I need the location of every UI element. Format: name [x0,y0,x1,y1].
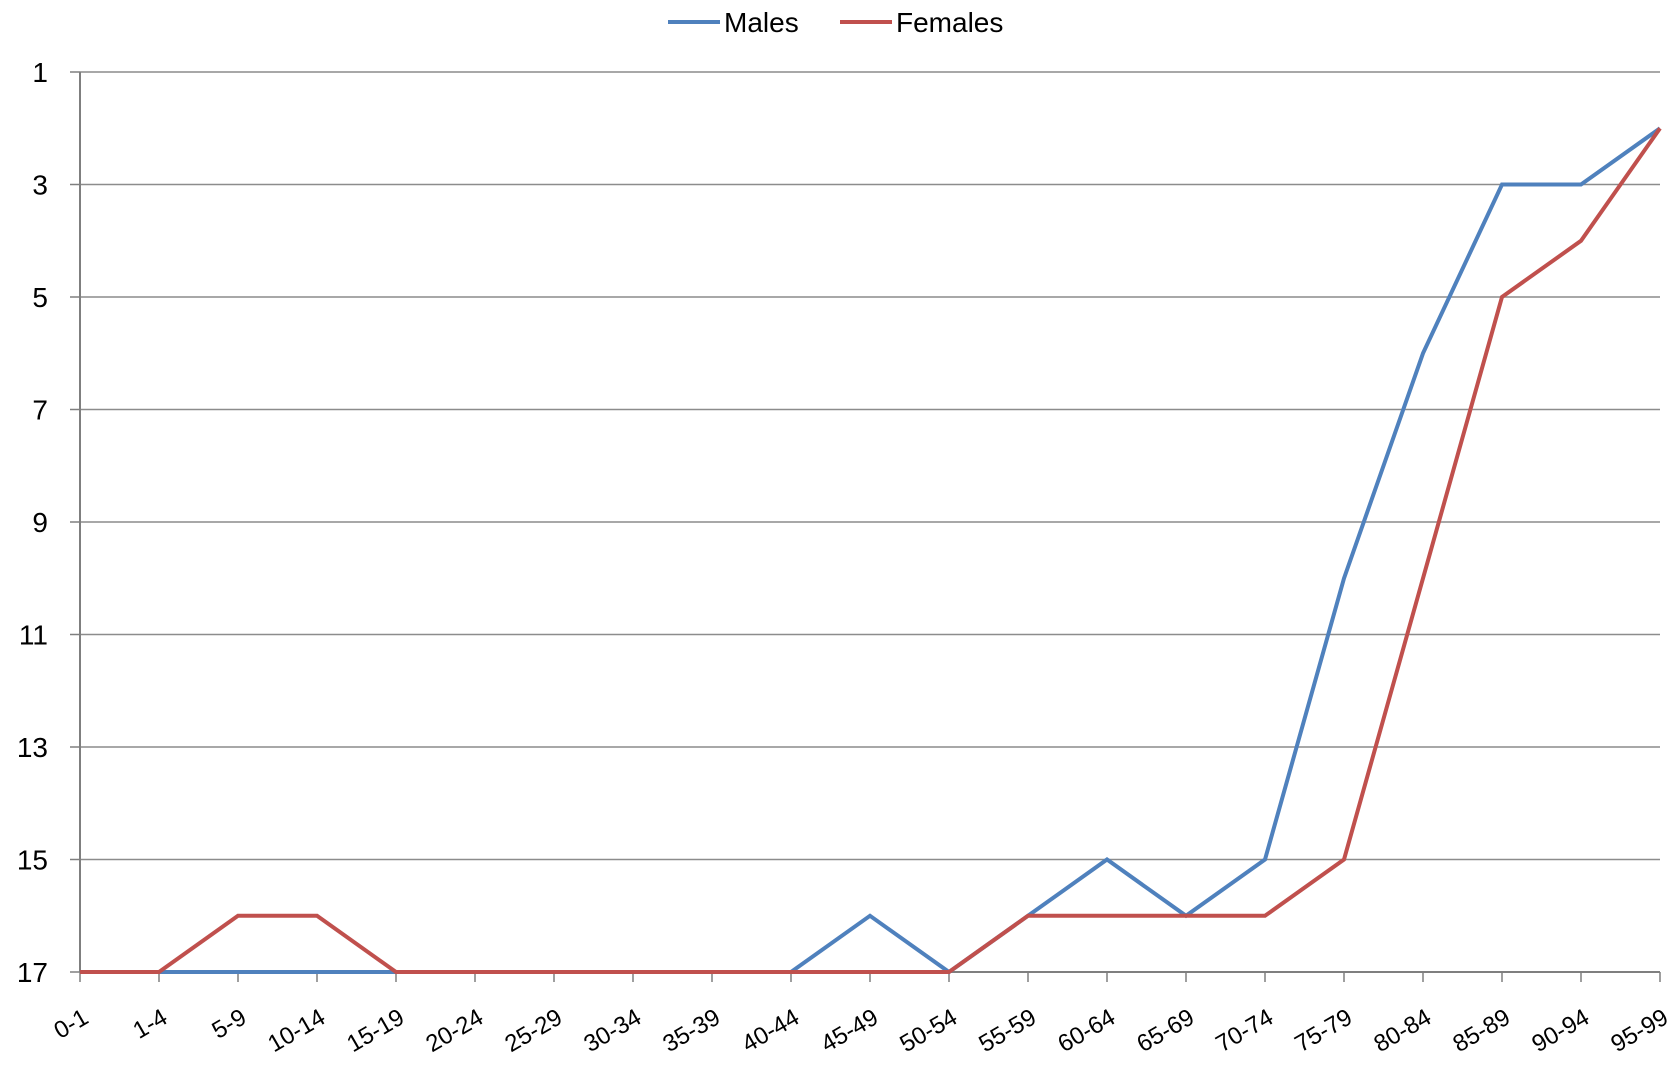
x-tick-label: 90-94 [1527,1004,1594,1058]
x-tick-labels: 0-1 1-4 5-9 10-14 15-19 20-24 25-29 30-34 35-39 4… [49,1004,1673,1058]
axes [70,71,1661,982]
y-tick-label: 1 [32,57,48,88]
x-tick-label: 35-39 [658,1004,725,1058]
x-tick-label: 15-19 [342,1004,409,1058]
x-tick-label: 1-4 [128,1004,172,1045]
legend: Males Females [668,7,1003,38]
x-tick-label: 40-44 [737,1004,804,1058]
x-tick-label: 50-54 [895,1004,962,1058]
x-tick-label: 80-84 [1369,1004,1436,1058]
x-tick-label: 20-24 [421,1004,488,1058]
x-tick-label: 65-69 [1132,1004,1199,1058]
y-tick-label: 7 [32,395,48,426]
series-line-females [80,127,1662,974]
y-tick-label: 11 [19,620,48,651]
x-tick-label: 70-74 [1211,1004,1278,1058]
x-tick-label: 0-1 [49,1004,93,1045]
x-tick-label: 95-99 [1606,1004,1673,1058]
y-tick-label: 9 [32,507,48,538]
x-tick-label: 10-14 [263,1004,330,1058]
y-tick-label: 5 [32,282,48,313]
x-tick-label: 45-49 [816,1004,883,1058]
x-tick-label: 5-9 [207,1004,251,1045]
x-tick-label: 75-79 [1290,1004,1357,1058]
y-tick-label: 17 [17,957,48,988]
x-tick-label: 55-59 [974,1004,1041,1058]
series-lines [80,126,1662,975]
x-tick-label: 85-89 [1448,1004,1515,1058]
series-line-males [80,126,1662,975]
x-tick-label: 60-64 [1053,1004,1120,1058]
x-tick-label: 30-34 [579,1004,646,1058]
legend-label-females: Females [896,7,1003,38]
y-tick-label: 15 [17,845,48,876]
grid-lines [80,71,1660,973]
y-tick-label: 3 [32,170,48,201]
legend-label-males: Males [724,7,799,38]
y-tick-label: 13 [17,732,48,763]
x-tick-label: 25-29 [500,1004,567,1058]
